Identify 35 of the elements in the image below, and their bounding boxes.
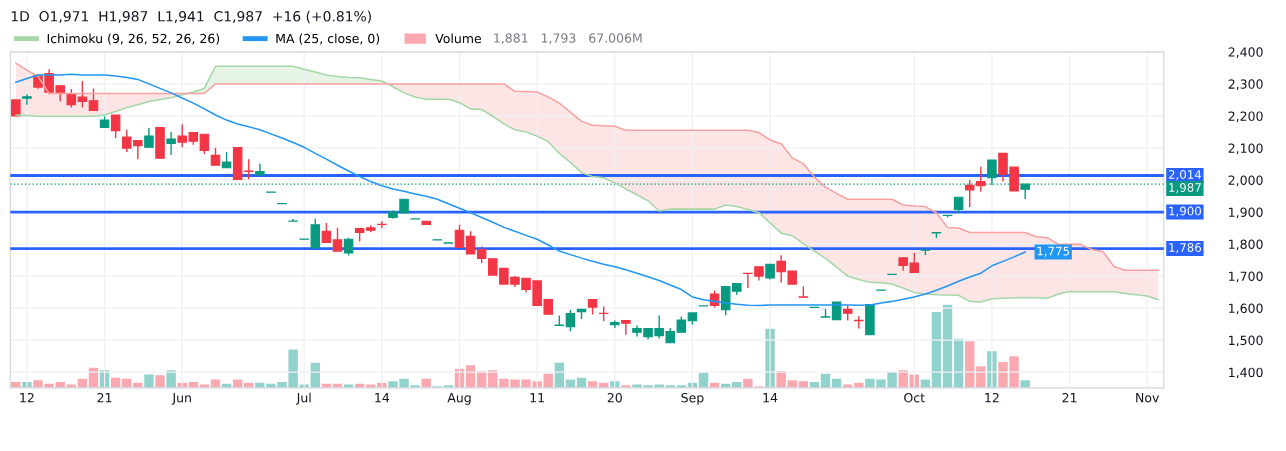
- x-tick-label: 12: [20, 392, 34, 403]
- x-tick-label: 20: [607, 392, 622, 403]
- legend-label: Volume: [435, 33, 482, 44]
- x-tick-label: Jun: [171, 393, 191, 405]
- ref-line-label: 1,786: [1169, 243, 1202, 254]
- y-tick-label: 2,100: [1228, 143, 1263, 155]
- y-tick-label: 1,500: [1229, 335, 1263, 347]
- legend-label: MA (25, close, 0): [276, 33, 380, 45]
- data-label: 1,775: [1037, 246, 1070, 257]
- text: 1,881 1,793 67.006M: [494, 33, 642, 45]
- ref-line-label: 2,014: [1168, 170, 1202, 181]
- y-tick-label: 2,200: [1228, 111, 1263, 123]
- y-tick-label: 2,300: [1228, 79, 1263, 91]
- x-tick-label: 14: [763, 393, 778, 403]
- y-tick-label: 1,600: [1229, 303, 1263, 315]
- y-tick-label: 1,700: [1229, 271, 1263, 283]
- x-tick-label: 12: [985, 392, 999, 403]
- x-tick-label: Jul: [296, 392, 311, 405]
- y-tick-label: 1,800: [1229, 239, 1263, 251]
- ref-line-label: 1,900: [1169, 206, 1202, 217]
- y-tick-label: 2,400: [1228, 47, 1263, 59]
- ref-line-label: 1,987: [1169, 183, 1201, 194]
- chart-title: 1D O1,971 H1,987 L1,941 C1,987 +16 (+0.81%): [11, 10, 371, 24]
- x-tick-label: 11: [530, 393, 544, 403]
- x-tick-label: 14: [375, 393, 390, 403]
- x-tick-label: 21: [97, 392, 112, 403]
- y-tick-label: 1,900: [1229, 207, 1263, 219]
- x-tick-label: Sep: [681, 392, 704, 405]
- x-tick-label: Nov: [1136, 393, 1160, 403]
- y-tick-label: 2,000: [1228, 175, 1263, 187]
- x-tick-label: Oct: [904, 392, 925, 403]
- legend-label: Ichimoku (9, 26, 52, 26, 26): [47, 33, 220, 45]
- x-tick-label: 21: [1062, 392, 1077, 403]
- y-tick-label: 1,400: [1229, 367, 1263, 379]
- x-tick-label: Aug: [447, 393, 471, 405]
